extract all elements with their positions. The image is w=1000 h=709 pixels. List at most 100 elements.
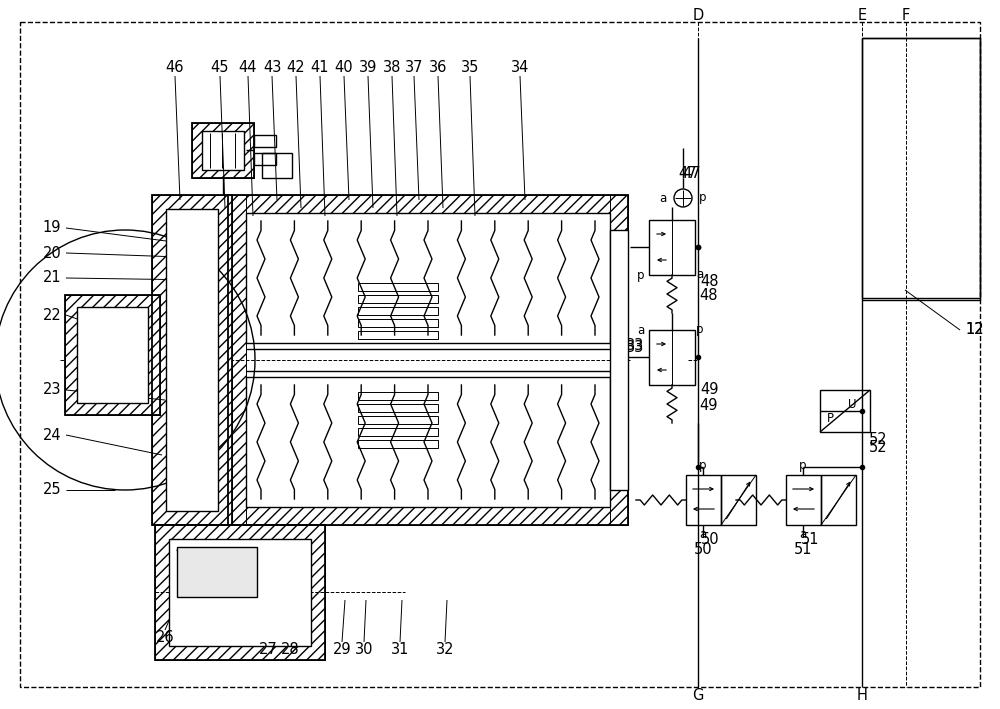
Text: 40: 40 [335, 60, 353, 75]
Bar [169, 539, 311, 646]
Text: 20: 20 [43, 245, 61, 260]
Text: 47: 47 [679, 167, 697, 182]
Text: 41: 41 [311, 60, 329, 75]
Text: 34: 34 [511, 60, 529, 75]
Text: 51: 51 [801, 532, 819, 547]
Text: 48: 48 [701, 274, 719, 289]
Bar [649, 220, 672, 275]
Text: D: D [692, 8, 704, 23]
Text: 49: 49 [700, 398, 718, 413]
Bar [721, 475, 756, 525]
Text: F: F [902, 8, 910, 23]
Bar [246, 377, 610, 507]
Text: 47: 47 [683, 165, 701, 181]
Bar [358, 416, 438, 424]
Bar [155, 525, 325, 660]
Text: a: a [799, 528, 807, 542]
Bar [862, 38, 980, 298]
Text: p: p [699, 191, 707, 204]
Text: p: p [799, 459, 807, 471]
Bar [821, 475, 856, 525]
Text: 12: 12 [966, 323, 984, 337]
Bar [358, 404, 438, 412]
Text: E: E [857, 8, 867, 23]
Text: U: U [848, 398, 856, 411]
Bar [358, 307, 438, 315]
Bar [192, 123, 254, 178]
Bar [786, 475, 821, 525]
Bar [192, 123, 254, 178]
Bar [246, 213, 610, 343]
Bar [65, 295, 160, 415]
Text: 33: 33 [626, 337, 644, 352]
Text: a: a [699, 528, 707, 542]
Bar [166, 209, 218, 511]
Bar [820, 390, 870, 432]
Bar [358, 295, 438, 303]
Bar [152, 195, 232, 525]
Bar [228, 195, 628, 525]
Text: 30: 30 [355, 642, 373, 657]
Bar [358, 331, 438, 339]
Text: 27: 27 [259, 642, 277, 657]
Text: 45: 45 [211, 60, 229, 75]
Text: a: a [637, 323, 645, 337]
Bar [152, 195, 232, 525]
Text: 22: 22 [43, 308, 61, 323]
Bar [77, 307, 148, 403]
Text: 23: 23 [43, 382, 61, 398]
Text: P: P [826, 411, 834, 425]
Bar [649, 220, 695, 275]
Text: G: G [692, 688, 704, 703]
Bar [228, 195, 246, 525]
Text: 51: 51 [794, 542, 812, 557]
Bar [202, 131, 244, 170]
Text: p: p [696, 323, 704, 337]
Text: 50: 50 [701, 532, 719, 547]
Bar [358, 319, 438, 327]
Text: 29: 29 [333, 642, 351, 657]
Text: 33: 33 [626, 340, 644, 355]
Text: p: p [637, 269, 645, 281]
Text: 50: 50 [694, 542, 712, 557]
Bar [649, 330, 672, 385]
Text: 52: 52 [869, 440, 887, 455]
Bar [254, 153, 276, 165]
Bar [228, 195, 628, 213]
Text: 43: 43 [263, 60, 281, 75]
Text: 38: 38 [383, 60, 401, 75]
Text: 25: 25 [43, 483, 61, 498]
Text: 49: 49 [701, 382, 719, 398]
Bar [228, 507, 628, 525]
Text: 31: 31 [391, 642, 409, 657]
Text: a: a [696, 269, 704, 281]
Bar [358, 392, 438, 400]
Text: 52: 52 [869, 432, 887, 447]
Text: 24: 24 [43, 428, 61, 442]
Bar [610, 230, 628, 490]
Bar [177, 547, 257, 597]
Text: 46: 46 [166, 60, 184, 75]
Text: 39: 39 [359, 60, 377, 75]
Text: 19: 19 [43, 220, 61, 235]
Text: 44: 44 [239, 60, 257, 75]
Text: 48: 48 [700, 288, 718, 303]
Bar [649, 330, 695, 385]
Text: H: H [857, 688, 867, 703]
Bar [610, 195, 628, 525]
Text: p: p [699, 459, 707, 471]
Bar [358, 428, 438, 436]
Text: 36: 36 [429, 60, 447, 75]
Bar [358, 440, 438, 448]
Bar [358, 283, 438, 291]
Text: 12: 12 [966, 323, 984, 337]
Bar [155, 525, 325, 660]
Text: 26: 26 [156, 630, 174, 645]
Text: 37: 37 [405, 60, 423, 75]
Bar [686, 475, 721, 525]
Text: 28: 28 [281, 642, 299, 657]
Text: 42: 42 [287, 60, 305, 75]
Text: 32: 32 [436, 642, 454, 657]
Bar [254, 135, 276, 147]
Text: 35: 35 [461, 60, 479, 75]
